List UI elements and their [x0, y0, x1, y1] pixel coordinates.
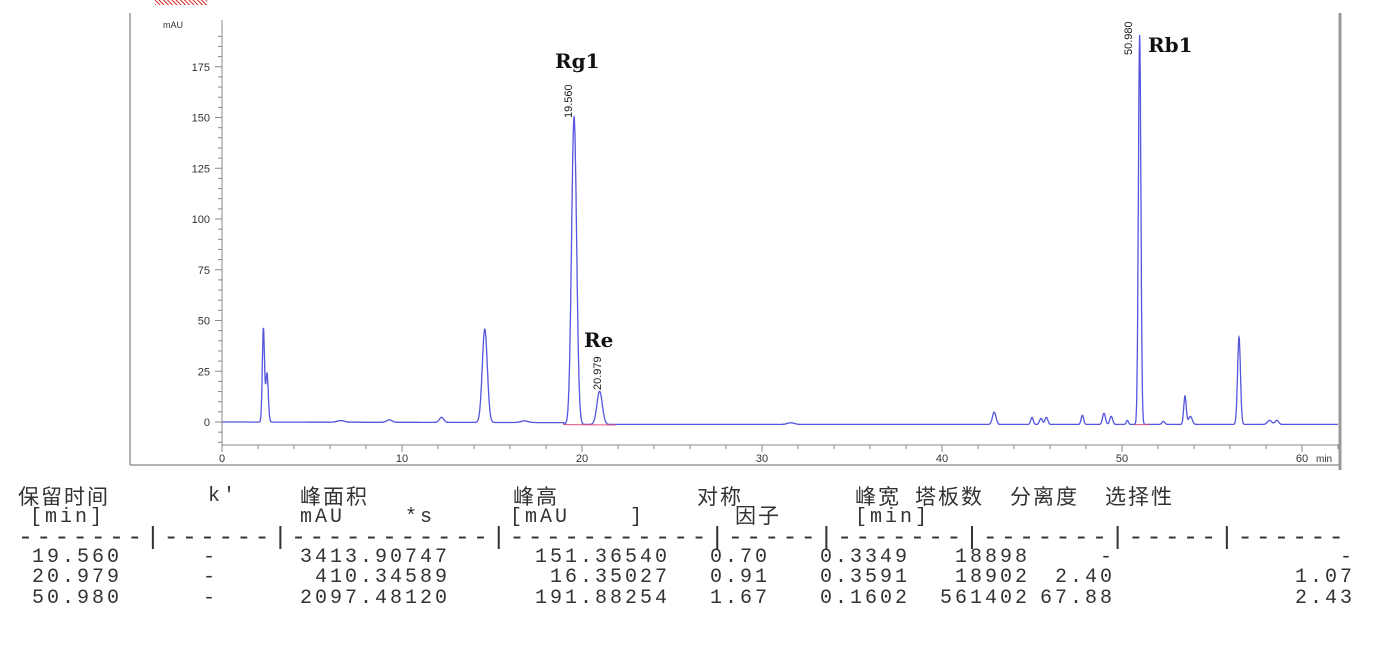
table-cell: 1.67: [709, 587, 770, 610]
y-tick-label: 125: [192, 163, 210, 175]
x-axis-label: min: [1316, 454, 1332, 465]
header-resolution: 分离度: [1010, 485, 1079, 509]
peak-rt-label: 19.560: [563, 84, 575, 118]
x-tick-label: 40: [936, 453, 948, 465]
header-k: k': [208, 485, 239, 508]
x-tick-label: 0: [219, 453, 225, 465]
y-axis-label: mAU: [163, 20, 183, 30]
table-cell: -: [1099, 546, 1115, 569]
table-cell: 18898: [954, 546, 1030, 569]
table-cell: 50.980: [31, 587, 122, 610]
table-cell: 2097.48120: [299, 587, 450, 610]
table-cell: 67.88: [1039, 587, 1115, 610]
table-cell: 19.560: [31, 546, 122, 569]
spellcheck-underline: [155, 0, 207, 5]
trace: [222, 34, 1338, 426]
peak-name-re: Re: [584, 328, 613, 352]
table-cell: 16.35027: [549, 566, 670, 589]
y-tick-label: 150: [192, 113, 210, 125]
table-cell: 0.91: [709, 566, 770, 589]
peak-rt-label: 50.980: [1123, 21, 1135, 55]
header-area: 峰面积: [300, 485, 369, 509]
peak-name-rb1: Rb1: [1148, 33, 1193, 57]
x-tick-label: 50: [1116, 453, 1128, 465]
table-cell: 561402: [939, 587, 1030, 610]
unit-width: [min]: [855, 506, 931, 529]
x-tick-label: 30: [756, 453, 768, 465]
unit-symmetry: 因子: [735, 504, 781, 528]
x-tick-label: 10: [396, 453, 408, 465]
y-tick-label: 75: [198, 265, 210, 277]
chromatogram: 0 25 50 75 100 125 150 175 mAU 0 10 20 30 40 50 60 min R…: [129, 13, 1342, 470]
unit-height: [mAU ]: [510, 506, 646, 529]
table-cell: 2.40: [1054, 566, 1115, 589]
table-cell: 1.07: [1294, 566, 1355, 589]
y-tick-label: 50: [198, 316, 210, 328]
y-tick-label: 0: [204, 417, 210, 429]
chromatogram-line: [222, 34, 1338, 426]
peak-labels: Rg1 19.560 Re 20.979 Rb1 50.980: [555, 21, 1193, 390]
table-cell: 18902: [954, 566, 1030, 589]
table-cell: -: [1339, 546, 1355, 569]
x-tick-label: 60: [1296, 453, 1308, 465]
y-tick-label: 100: [192, 214, 210, 226]
y-tick-label: 25: [198, 366, 210, 378]
table-cell: 0.1602: [819, 587, 910, 610]
unit-area: mAU *s: [300, 506, 436, 529]
table-cell: -: [202, 546, 218, 569]
table-cell: -: [202, 566, 218, 589]
y-tick-label: 175: [192, 62, 210, 74]
table-cell: 2.43: [1294, 587, 1355, 610]
table-cell: 0.3591: [819, 566, 910, 589]
header-symmetry: 对称: [697, 485, 743, 509]
table-cell: 3413.90747: [299, 546, 450, 569]
table-cell: 0.70: [709, 546, 770, 569]
axes: 0 25 50 75 100 125 150 175 mAU 0 10 20 30 40 50 60 min: [163, 20, 1340, 465]
table-cell: 410.34589: [314, 566, 450, 589]
header-plates: 塔板数: [915, 485, 984, 509]
header-height: 峰高: [513, 485, 559, 509]
peak-name-rg1: Rg1: [555, 49, 600, 73]
header-retention: 保留时间: [18, 485, 110, 509]
header-selectivity: 选择性: [1105, 485, 1174, 509]
table-cell: 20.979: [31, 566, 122, 589]
x-tick-label: 20: [576, 453, 588, 465]
chart-frame: [129, 13, 1342, 470]
peak-rt-label: 20.979: [592, 356, 604, 390]
table-cell: 191.88254: [534, 587, 670, 610]
separator-line: -------|------|-----------|-----------|-…: [18, 523, 1347, 552]
header-width: 峰宽: [855, 485, 901, 509]
table-cell: 151.36540: [534, 546, 670, 569]
table-cell: 0.3349: [819, 546, 910, 569]
table-cell: -: [202, 587, 218, 610]
unit-retention: [min]: [30, 506, 106, 529]
